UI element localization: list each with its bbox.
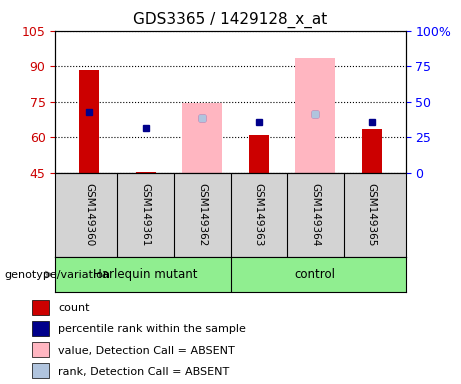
Text: percentile rank within the sample: percentile rank within the sample [58, 324, 246, 334]
Bar [32, 363, 49, 379]
Bar [32, 342, 49, 358]
Text: GSM149361: GSM149361 [141, 183, 151, 247]
Text: rank, Detection Call = ABSENT: rank, Detection Call = ABSENT [58, 367, 229, 377]
Text: genotype/variation: genotype/variation [5, 270, 111, 280]
Bar [32, 321, 49, 336]
Bar [249, 135, 269, 173]
Text: GSM149364: GSM149364 [310, 183, 320, 247]
Text: count: count [58, 303, 89, 313]
Text: GSM149363: GSM149363 [254, 183, 264, 247]
Bar [183, 103, 222, 173]
Text: GSM149360: GSM149360 [84, 184, 94, 247]
Bar [362, 129, 382, 173]
Text: control: control [295, 268, 336, 281]
Text: Harlequin mutant: Harlequin mutant [94, 268, 198, 281]
Text: GSM149362: GSM149362 [197, 183, 207, 247]
Text: value, Detection Call = ABSENT: value, Detection Call = ABSENT [58, 346, 235, 356]
Bar [296, 58, 335, 173]
Title: GDS3365 / 1429128_x_at: GDS3365 / 1429128_x_at [133, 12, 328, 28]
Bar [79, 70, 99, 173]
Bar [32, 300, 49, 315]
Bar [136, 172, 156, 173]
Text: GSM149365: GSM149365 [367, 183, 377, 247]
